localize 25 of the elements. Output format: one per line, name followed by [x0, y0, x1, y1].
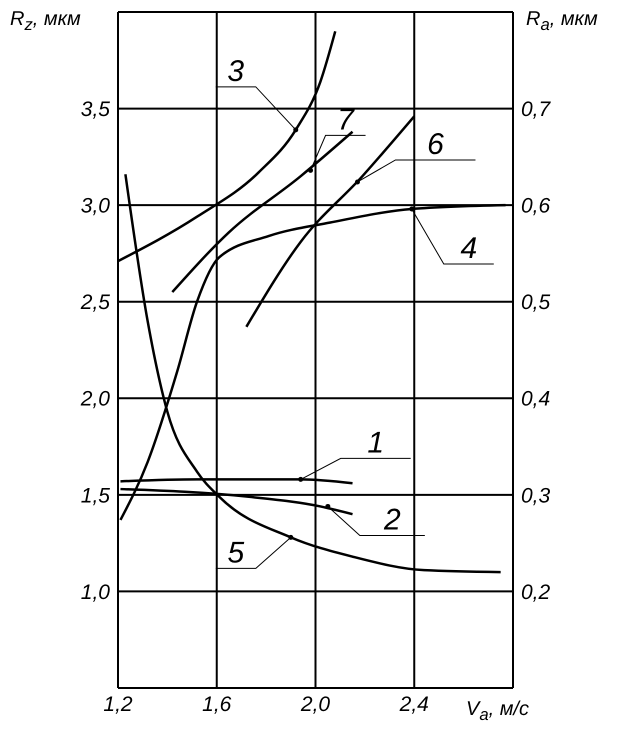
- y2-axis-title: R$_{a}$, мкм: [526, 8, 598, 35]
- y-tick-label: 2,5: [80, 291, 110, 314]
- y-tick-label: 2,0: [80, 388, 110, 411]
- y2-tick-label: 0,5: [521, 291, 551, 314]
- annotation: 4: [460, 232, 478, 266]
- y-tick-label: 3,0: [80, 194, 110, 218]
- y-tick-label: 1,5: [80, 484, 110, 508]
- annotation: 1: [367, 426, 384, 460]
- y-tick-label: 3,5: [80, 98, 110, 122]
- y2-tick-label: 0,6: [521, 194, 551, 218]
- x-tick-label: 1,6: [202, 692, 232, 716]
- annotation: 6: [427, 128, 444, 161]
- x-tick-label: 1,2: [103, 692, 133, 716]
- x-tick-label: 2,4: [398, 692, 429, 716]
- y-axis-title: R$_{z}$, мкм: [10, 8, 81, 35]
- y2-tick-label: 0,7: [521, 98, 552, 122]
- annotation: 2: [383, 503, 401, 536]
- annotation: 3: [227, 54, 244, 88]
- y2-tick-label: 0,3: [521, 484, 551, 508]
- y2-tick-label: 0,2: [521, 580, 551, 604]
- x-axis-title: V$_{a}$, м/с: [466, 698, 529, 725]
- y-tick-label: 1,0: [80, 580, 110, 604]
- x-tick-label: 2,0: [300, 692, 330, 716]
- annotation: 5: [227, 536, 244, 570]
- y2-tick-label: 0,4: [521, 388, 550, 411]
